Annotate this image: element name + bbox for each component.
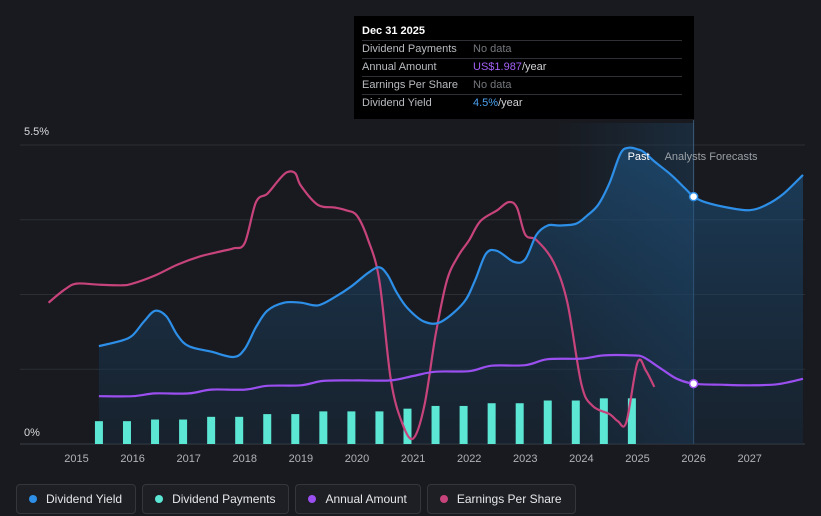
tooltip-row-earnings-per-share: Earnings Per Share No data (362, 76, 682, 94)
annual-amount-line (98, 353, 804, 398)
legend-dot-icon (29, 495, 37, 503)
tooltip-row-annual-amount: Annual Amount US$1.987 /year (362, 58, 682, 76)
legend-label: Earnings Per Share (456, 492, 562, 506)
legend-dot-icon (308, 495, 317, 503)
earnings-per-share-line (47, 170, 656, 441)
dividend-yield-line (98, 146, 804, 359)
legend-dividend-yield[interactable]: Dividend Yield (16, 484, 137, 514)
dividend-payment-bar (151, 419, 160, 444)
tooltip-value: US$1.987 (473, 61, 522, 73)
dividend-payment-bar (487, 403, 496, 444)
x-axis-tick-label: 2022 (457, 453, 481, 465)
legend-annual-amount[interactable]: Annual Amount (295, 484, 421, 514)
forecast-label: Analysts Forecasts (665, 151, 758, 163)
x-axis-tick-label: 2018 (233, 453, 257, 465)
dividend-yield-area (98, 147, 803, 445)
x-axis-tick-label: 2020 (345, 453, 369, 465)
dividend-payment-bar (459, 405, 468, 444)
dividend-payment-bar (319, 411, 328, 444)
dividend-payment-bar (543, 400, 552, 444)
x-axis-tick-label: 2021 (401, 453, 425, 465)
tooltip-label: Dividend Payments (362, 43, 457, 55)
legend-label: Dividend Yield (46, 492, 123, 506)
dividend-payment-bar (627, 398, 636, 444)
dividend-payment-bar (235, 416, 244, 444)
x-axis-tick-label: 2027 (737, 453, 761, 465)
y-axis-label: 5.5% (24, 126, 49, 138)
dividend-payment-bar (122, 421, 131, 444)
dividend-payment-bar (179, 419, 188, 444)
dividend-payment-bar (431, 405, 440, 444)
tooltip-value: No data (473, 79, 512, 91)
dividend-payment-bar (403, 408, 412, 444)
x-axis-tick-label: 2024 (569, 453, 593, 465)
series-marker (688, 378, 699, 389)
dividend-payment-bar (291, 414, 300, 444)
tooltip-unit: /year (521, 61, 547, 73)
legend-label: Dividend Payments (172, 492, 276, 506)
y-axis-label: 0% (24, 427, 40, 439)
x-axis-tick-label: 2019 (289, 453, 313, 465)
legend-dot-icon (155, 495, 164, 503)
dividend-payment-bar (347, 411, 356, 444)
legend-dot-icon (439, 495, 448, 503)
x-axis-tick-label: 2016 (120, 453, 144, 465)
tooltip-value: 4.5% (473, 97, 499, 109)
x-axis-tick-label: 2026 (681, 453, 705, 465)
x-axis-tick-label: 2023 (513, 453, 537, 465)
past-label: Past (628, 151, 650, 163)
legend-dividend-payments[interactable]: Dividend Payments (142, 484, 290, 514)
legend-earnings-per-share[interactable]: Earnings Per Share (426, 484, 576, 514)
dividend-payment-bar (515, 403, 524, 444)
dividend-payment-bar (207, 416, 216, 444)
tooltip-date: Dec 31 2025 (362, 25, 425, 37)
legend-label: Annual Amount (325, 492, 407, 506)
x-axis-tick-label: 2025 (625, 453, 649, 465)
series-marker (688, 191, 699, 202)
tooltip-label: Earnings Per Share (362, 79, 458, 91)
tooltip-label: Annual Amount (362, 61, 437, 73)
dividend-payment-bar (94, 421, 103, 444)
dividend-payment-bar (599, 398, 608, 444)
chart-tooltip: Dec 31 2025 Dividend Payments No data An… (354, 16, 694, 119)
tooltip-value: No data (473, 43, 512, 55)
chart-legend: Dividend Yield Dividend Payments Annual … (16, 484, 576, 514)
x-axis-tick-label: 2017 (176, 453, 200, 465)
dividend-payment-bar (375, 411, 384, 444)
dividend-payment-bar (263, 414, 272, 444)
tooltip-label: Dividend Yield (362, 97, 432, 109)
tooltip-row-dividend-yield: Dividend Yield 4.5% /year (362, 94, 682, 112)
x-axis-tick-label: 2015 (64, 453, 88, 465)
tooltip-unit: /year (498, 97, 523, 109)
dividend-payment-bar (571, 400, 580, 444)
tooltip-row-dividend-payments: Dividend Payments No data (362, 40, 682, 58)
